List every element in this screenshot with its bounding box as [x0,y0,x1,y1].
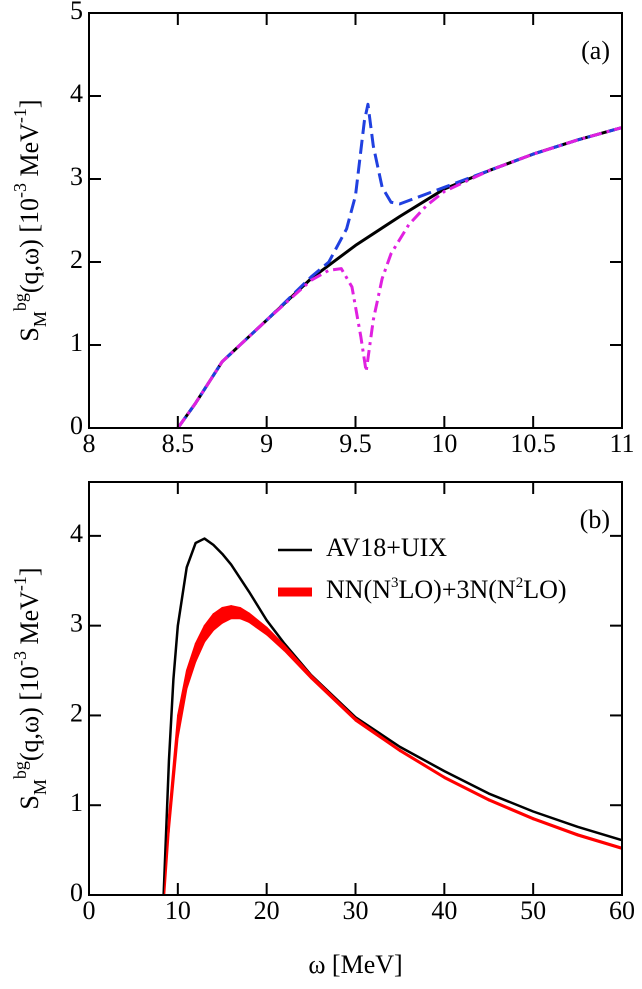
y-tick-label: 5 [70,0,83,25]
x-tick-label: 10.5 [510,429,556,458]
band-segment [203,613,215,643]
y-tick-label: 4 [70,519,83,548]
text-part: bg [10,293,30,311]
x-tick-label: 8.5 [162,429,195,458]
y-tick-label: 2 [70,245,83,274]
y-axis-label: SMbg(q,ω) [10-3 MeV-1] [10,567,50,809]
text-part: 2 [516,575,524,591]
band-segment [443,775,490,802]
panel-label: (a) [581,36,610,65]
x-tick-label: 60 [609,896,635,925]
y-tick-label: 0 [70,878,83,907]
text-part: MeV [15,591,44,651]
y-tick-label: 3 [70,162,83,191]
band-segment [399,748,446,780]
text-part: ] [15,99,44,108]
x-tick-label: 30 [343,896,369,925]
y-tick-label: 1 [70,788,83,817]
y-tick-label: 2 [70,698,83,727]
text-part: -3 [10,183,30,198]
y-tick-label: 3 [70,609,83,638]
y-tick-label: 0 [70,411,83,440]
text-part: LO)+3N(N [399,575,516,604]
series-line [176,102,622,428]
series-line [162,537,622,895]
panel-label: (b) [580,505,610,534]
text-part: (q,ω) [10 [15,666,44,761]
text-part: MeV [15,123,44,183]
series-line [176,126,622,428]
x-tick-label: 10 [431,429,457,458]
x-tick-label: 0 [83,896,96,925]
legend-label: AV18+UIX [326,533,447,562]
y-tick-label: 1 [70,328,83,357]
band-segment [194,624,206,663]
band-segment [283,644,312,680]
text-part: -3 [10,651,30,666]
band-segment [576,833,622,850]
band-segment [185,642,197,690]
band-segment [239,606,250,623]
band-segment [212,606,223,631]
plot-area [162,537,622,895]
band-segment [230,605,241,620]
plot-area [176,102,622,428]
x-tick-label: 8 [83,429,96,458]
text-part: M [30,311,50,327]
band-segment [177,669,188,739]
x-tick-label: 9.5 [339,429,372,458]
x-tick-label: 10 [165,896,191,925]
band-segment [221,605,232,624]
x-tick-label: 40 [431,896,457,925]
y-tick-label: 4 [70,79,83,108]
text-part: S [15,795,44,809]
text-part: -1 [10,576,30,591]
x-tick-label: 9 [260,429,273,458]
x-tick-label: 50 [520,896,546,925]
text-part: LO) [523,575,566,604]
plot-frame [88,12,623,429]
text-part: NN(N [326,575,391,604]
text-part: -1 [10,108,30,123]
text-part: bg [10,761,30,779]
band-segment [354,717,401,753]
x-tick-label: 20 [254,896,280,925]
text-part: (q,ω) [10 [15,198,44,293]
y-axis-label: SMbg(q,ω) [10-3 MeV-1] [10,99,50,341]
series-line [176,126,622,428]
legend-label: NN(N3LO)+3N(N2LO) [326,575,567,604]
band-segment [532,817,579,837]
band-segment [310,674,357,722]
text-part: M [30,779,50,795]
x-axis-label: ω [MeV] [308,950,402,979]
text-part: AV18+UIX [326,533,447,562]
text-part: 3 [391,575,399,591]
text-part: ] [15,567,44,576]
x-tick-label: 11 [609,429,634,458]
text-part: S [15,327,44,341]
